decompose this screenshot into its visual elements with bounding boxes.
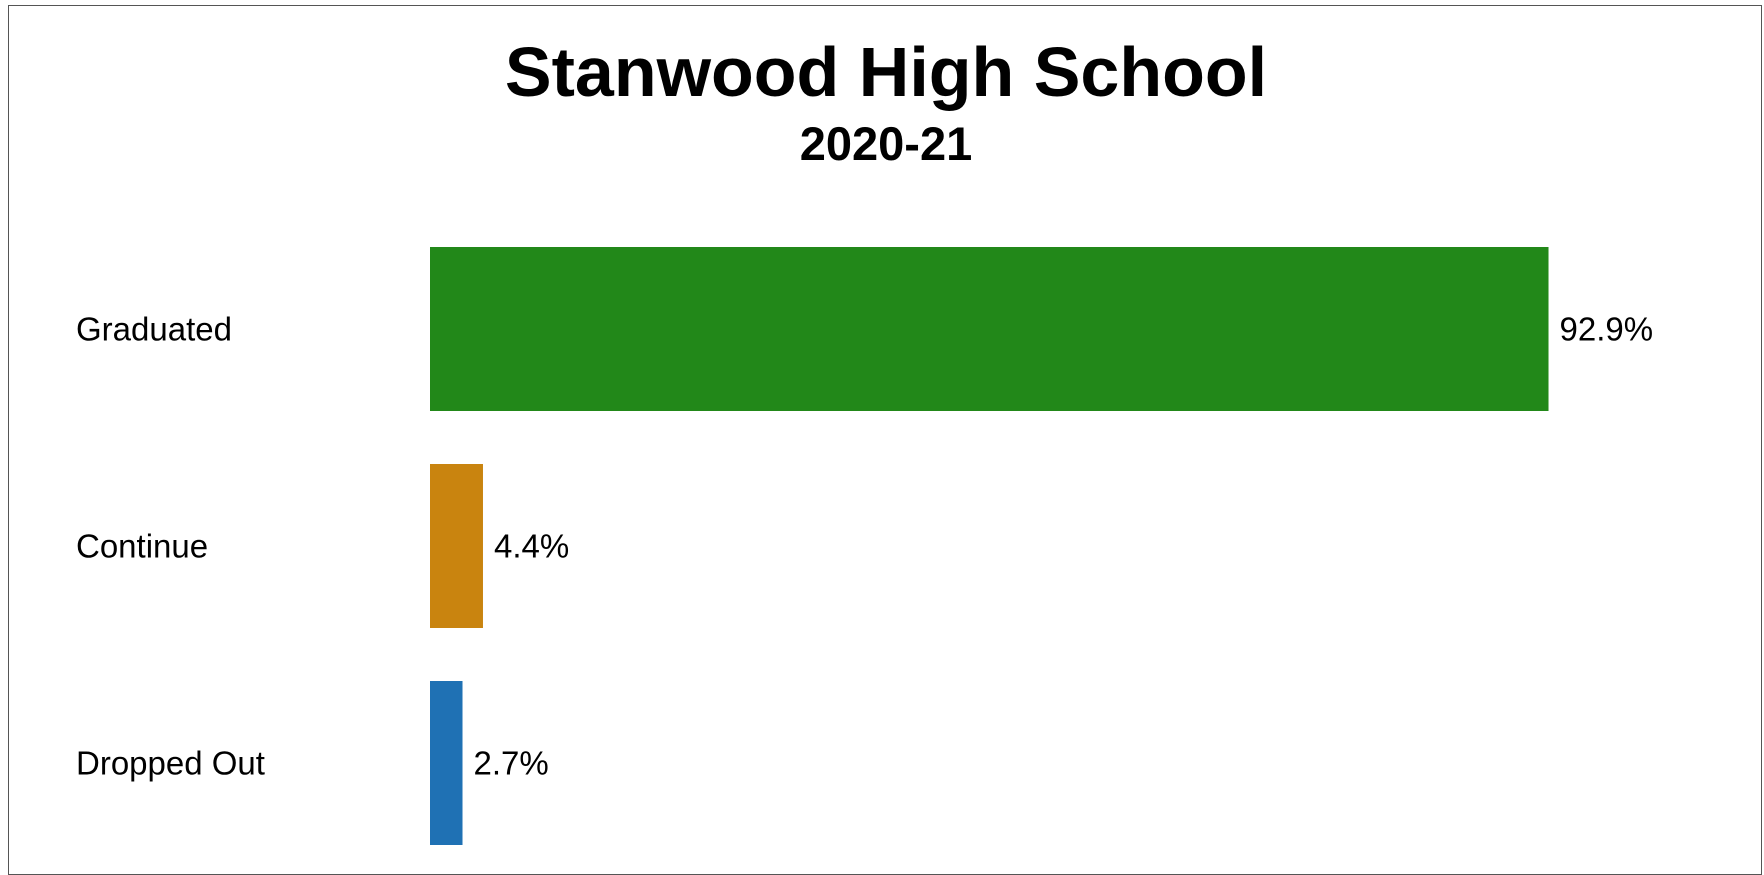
- category-label: Dropped Out: [76, 745, 265, 782]
- value-label: 2.7%: [474, 745, 549, 782]
- value-label: 92.9%: [1560, 311, 1654, 348]
- bar-graduated: [430, 247, 1549, 411]
- category-label: Graduated: [76, 311, 232, 348]
- category-label: Continue: [76, 528, 208, 565]
- chart-title: Stanwood High School: [505, 33, 1267, 111]
- chart-subtitle: 2020-21: [800, 117, 973, 170]
- value-label: 4.4%: [494, 528, 569, 565]
- chart-frame: [8, 5, 1762, 875]
- bar-continue: [430, 464, 483, 628]
- bar-dropped-out: [430, 681, 463, 845]
- bars-group: Graduated 92.9% Continue 4.4% Dropped Out 2.7…: [76, 247, 1653, 845]
